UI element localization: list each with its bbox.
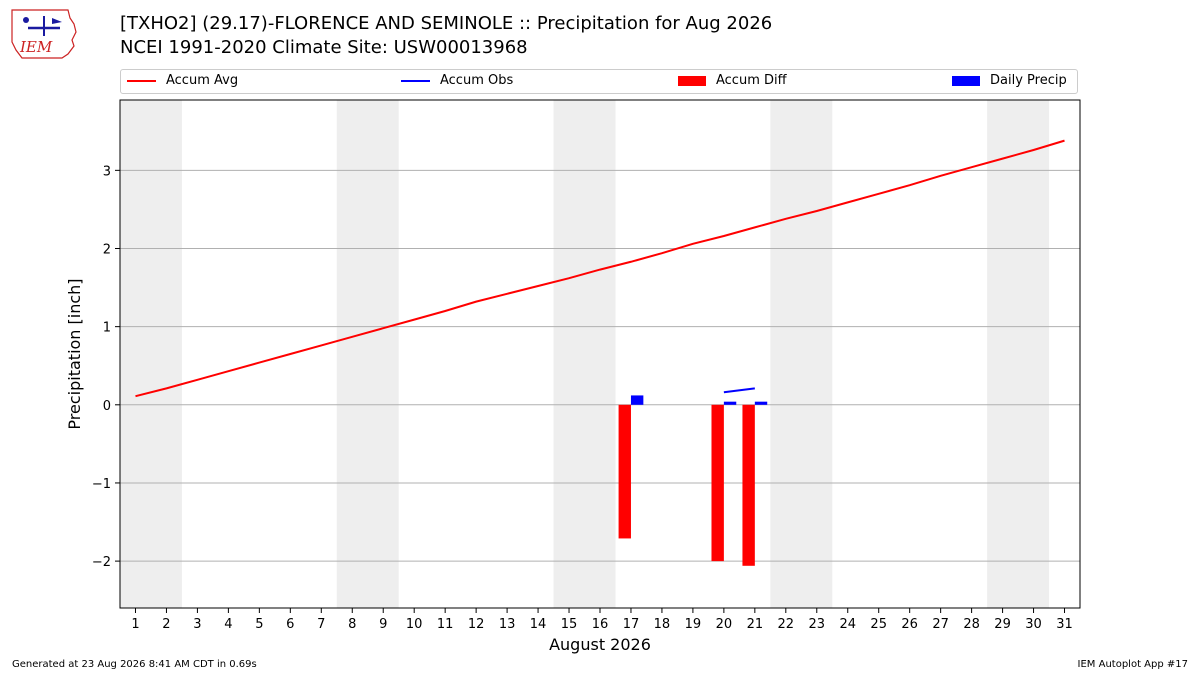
x-tick-label: 23	[809, 617, 826, 632]
x-tick-label: 12	[468, 617, 485, 632]
x-tick-label: 16	[592, 617, 609, 632]
weekend-shade-4	[987, 100, 1050, 608]
chart-title: [TXHO2] (29.17)-FLORENCE AND SEMINOLE ::…	[120, 13, 773, 34]
legend-label-accum-diff: Accum Diff	[716, 73, 787, 88]
legend: Accum Avg Accum Obs Accum Diff Daily Pre…	[120, 69, 1078, 94]
accum-obs-line	[723, 387, 755, 394]
x-tick-label: 22	[778, 617, 795, 632]
legend-item-accum-avg: Accum Avg	[127, 73, 238, 88]
x-tick-label: 28	[963, 617, 980, 632]
footer-generated-text: Generated at 23 Aug 2026 8:41 AM CDT in …	[12, 659, 257, 670]
x-tick-label: 19	[685, 617, 702, 632]
accum-diff-bar	[618, 404, 631, 539]
x-tick-label: 7	[317, 617, 325, 632]
y-tick-label: 1	[103, 321, 111, 336]
accum-avg-line	[135, 139, 1065, 398]
x-tick-label: 27	[932, 617, 949, 632]
x-tick-label: 20	[716, 617, 733, 632]
legend-item-accum-obs: Accum Obs	[401, 73, 513, 88]
y-axis-label: Precipitation [inch]	[65, 278, 84, 429]
y-tick-label: −1	[92, 477, 111, 492]
weekend-shade-2	[553, 100, 616, 608]
accum-diff-bar	[742, 404, 755, 566]
weekend-shade-3	[770, 100, 833, 608]
daily-precip-bar	[754, 401, 768, 405]
x-tick-label: 15	[561, 617, 578, 632]
y-tick-label: 3	[103, 164, 111, 179]
x-tick-label: 31	[1056, 617, 1073, 632]
y-tick-label: −2	[92, 555, 111, 570]
plot-frame	[119, 99, 1081, 609]
x-tick-label: 3	[193, 617, 201, 632]
x-tick-label: 14	[530, 617, 547, 632]
iem-logo: IEM	[11, 9, 77, 59]
weekend-shade-0	[120, 100, 182, 608]
x-tick-label: 5	[255, 617, 263, 632]
x-tick-label: 18	[654, 617, 671, 632]
legend-label-accum-obs: Accum Obs	[440, 73, 514, 88]
x-tick-label: 24	[839, 617, 856, 632]
daily-precip-bar	[630, 395, 644, 405]
legend-swatch-accum-avg	[127, 79, 156, 82]
weekend-shade-1	[336, 100, 399, 608]
footer-app-text: IEM Autoplot App #17	[1077, 659, 1188, 670]
y-tick-label: 0	[103, 399, 111, 414]
x-tick-label: 9	[379, 617, 387, 632]
iem-logo-text: IEM	[19, 38, 53, 56]
x-tick-label: 8	[348, 617, 356, 632]
x-tick-label: 4	[224, 617, 232, 632]
x-tick-label: 10	[406, 617, 423, 632]
legend-label-accum-avg: Accum Avg	[166, 73, 239, 88]
legend-swatch-daily-precip	[952, 75, 980, 86]
legend-item-daily-precip: Daily Precip	[952, 73, 1067, 88]
daily-precip-bar	[723, 401, 737, 405]
legend-item-accum-diff: Accum Diff	[678, 73, 787, 88]
x-tick-label: 13	[499, 617, 516, 632]
legend-swatch-accum-diff	[678, 75, 706, 86]
x-tick-label: 1	[131, 617, 139, 632]
x-axis-label: August 2026	[549, 635, 651, 654]
x-tick-label: 21	[747, 617, 764, 632]
x-tick-label: 2	[162, 617, 170, 632]
x-tick-label: 29	[994, 617, 1011, 632]
x-tick-label: 25	[870, 617, 887, 632]
x-tick-label: 11	[437, 617, 454, 632]
x-tick-label: 17	[623, 617, 640, 632]
legend-swatch-accum-obs	[401, 79, 430, 82]
legend-label-daily-precip: Daily Precip	[990, 73, 1067, 88]
chart-subtitle: NCEI 1991-2020 Climate Site: USW00013968	[120, 37, 528, 58]
x-tick-label: 30	[1025, 617, 1042, 632]
y-tick-label: 2	[103, 242, 111, 257]
x-tick-label: 26	[901, 617, 918, 632]
x-tick-label: 6	[286, 617, 294, 632]
accum-diff-bar	[711, 404, 724, 562]
